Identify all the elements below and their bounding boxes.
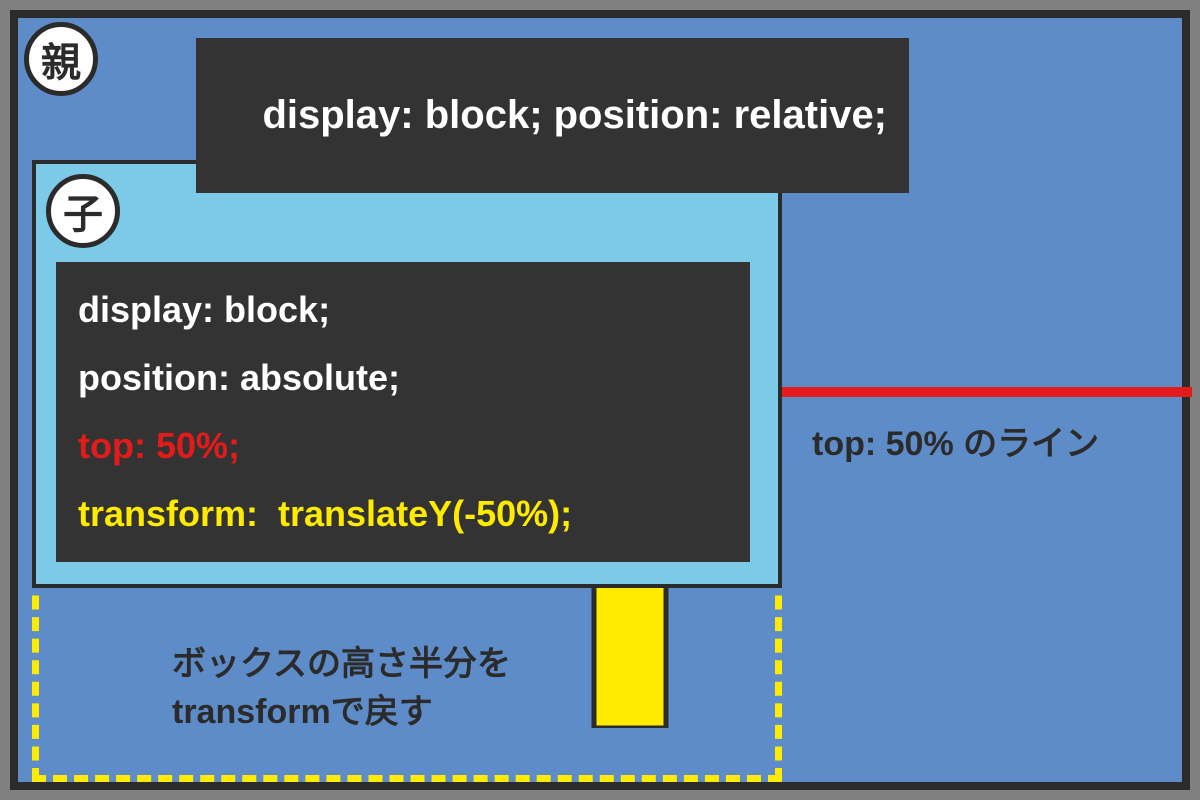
child-code-line-2: top: 50%; (78, 412, 728, 480)
midline-label-text: top: 50% のライン (812, 425, 1099, 463)
parent-badge-label: 親 (41, 30, 81, 88)
parent-badge: 親 (24, 22, 98, 96)
caption-line-2: transformで戻す (172, 688, 511, 736)
transform-caption: ボックスの高さ半分を transformで戻す (172, 640, 511, 736)
child-code-line-0: display: block; (78, 276, 728, 344)
parent-code: display: block; position: relative; (196, 38, 909, 193)
midline-label: top: 50% のライン (812, 416, 1099, 465)
child-code-line-3: transform: translateY(-50%); (78, 480, 728, 548)
child-badge-label: 子 (63, 182, 103, 240)
caption-line-1: ボックスの高さ半分を (172, 640, 511, 688)
child-badge: 子 (46, 174, 120, 248)
parent-code-text: display: block; position: relative; (262, 93, 887, 137)
child-code-line-1: position: absolute; (78, 344, 728, 412)
child-code: display: block;position: absolute;top: 5… (56, 262, 750, 562)
diagram-canvas: display: block; position: relative; 親 di… (0, 0, 1200, 800)
midline (780, 387, 1192, 397)
